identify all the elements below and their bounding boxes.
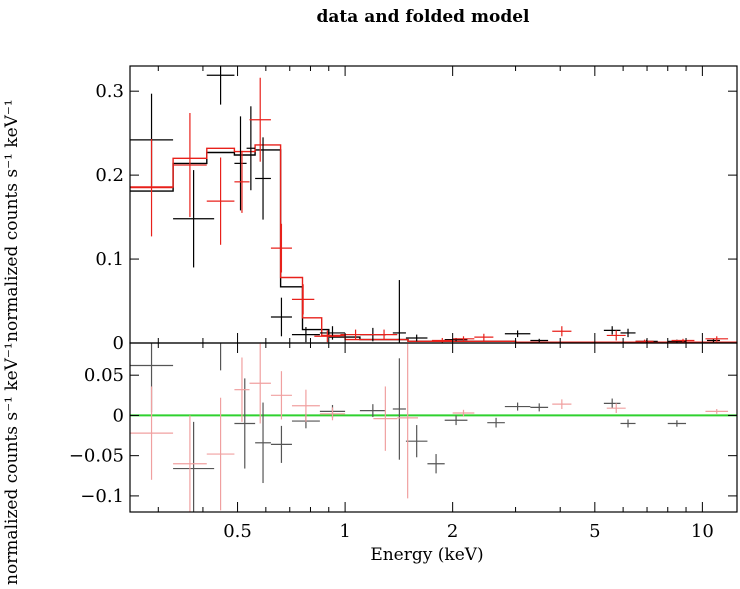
- y-tick-label: 0: [113, 405, 124, 426]
- data-point: [270, 223, 292, 273]
- data-point: [427, 454, 445, 474]
- data-point: [405, 334, 428, 342]
- data-point: [314, 330, 341, 343]
- data-point: [606, 403, 626, 414]
- data-point: [504, 330, 531, 338]
- data-point: [246, 106, 256, 191]
- data-point: [671, 338, 695, 343]
- data-point: [606, 330, 626, 341]
- data-point: [392, 358, 406, 460]
- x-tick-label: 5: [589, 521, 600, 542]
- data-point: [667, 420, 687, 427]
- data-point: [206, 397, 235, 511]
- y-tick-label: 0.3: [95, 81, 124, 102]
- data-point: [173, 170, 215, 268]
- data-point: [291, 327, 320, 343]
- data-point: [270, 371, 292, 420]
- y-tick-label: 0.05: [84, 365, 124, 386]
- x-tick-label: 0.5: [223, 521, 252, 542]
- data-point: [620, 419, 636, 428]
- data-point: [234, 116, 247, 211]
- data-point: [255, 137, 271, 220]
- x-tick-label: 10: [691, 521, 714, 542]
- data-point: [291, 284, 315, 315]
- data-point: [530, 338, 549, 343]
- data-point: [291, 389, 320, 422]
- data-point: [405, 425, 428, 458]
- data-point: [249, 343, 271, 424]
- data-point: [603, 326, 621, 335]
- model-step-line-2: [130, 144, 737, 343]
- data-point: [359, 404, 386, 418]
- y-axis-label-top: normalized counts s⁻¹ keV⁻¹: [2, 99, 22, 342]
- data-point: [206, 66, 235, 105]
- data-point: [504, 402, 531, 411]
- x-tick-label: 2: [447, 521, 458, 542]
- y-tick-label: −0.05: [69, 446, 124, 467]
- data-point: [173, 421, 215, 512]
- data-point: [319, 407, 346, 421]
- y-tick-label: 0: [113, 333, 124, 354]
- x-tick-label: 1: [339, 521, 350, 542]
- data-point: [397, 343, 419, 499]
- data-point: [319, 326, 346, 340]
- data-point: [603, 398, 621, 409]
- data-point: [474, 333, 494, 341]
- y-tick-label: 0.2: [95, 165, 124, 186]
- data-point: [270, 297, 292, 337]
- data-point: [487, 417, 505, 428]
- data-point: [234, 378, 256, 469]
- data-point: [373, 386, 398, 451]
- data-point: [431, 337, 453, 343]
- data-point: [234, 357, 250, 422]
- data-point: [552, 326, 572, 337]
- data-point: [173, 415, 207, 512]
- data-point: [392, 280, 406, 343]
- plot-frame: [129, 342, 738, 513]
- data-point: [130, 386, 174, 480]
- y-tick-label: −0.1: [80, 486, 124, 507]
- data-point: [130, 139, 174, 237]
- x-axis-label: Energy (keV): [370, 545, 483, 565]
- data-point: [444, 415, 468, 426]
- data-point: [452, 409, 475, 417]
- data-point: [249, 77, 271, 162]
- y-tick-label: 0.1: [95, 249, 124, 270]
- data-point: [206, 157, 235, 245]
- chart-title: data and folded model: [317, 7, 531, 27]
- data-point: [255, 402, 271, 484]
- data-point: [173, 113, 207, 218]
- data-point: [705, 408, 729, 414]
- data-point: [452, 336, 475, 342]
- data-point: [705, 336, 729, 342]
- data-point: [234, 150, 250, 213]
- top-panel: 0 0.1 0.2 0.3: [95, 65, 738, 354]
- y-axis-label-bottom: normalized counts s⁻¹ keV⁻¹: [2, 342, 22, 585]
- data-point: [530, 403, 549, 412]
- residual-panel: −0.1 −0.05 0 0.05 0.5 1 2 5 10: [69, 342, 738, 542]
- data-point: [552, 399, 572, 409]
- data-point: [620, 328, 636, 338]
- data-point: [270, 425, 292, 463]
- data-point: [370, 329, 398, 340]
